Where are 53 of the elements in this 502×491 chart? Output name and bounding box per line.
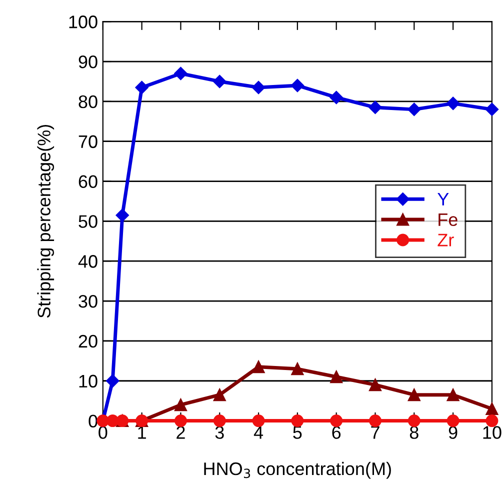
point xyxy=(290,78,304,92)
y-tick-label: 60 xyxy=(78,175,98,188)
point xyxy=(174,66,188,80)
point xyxy=(485,102,499,116)
point xyxy=(446,388,460,402)
point xyxy=(408,102,421,116)
point xyxy=(213,414,226,428)
point xyxy=(116,208,129,222)
x-tick-label: 10 xyxy=(483,426,502,439)
x-tick-label: 0 xyxy=(98,426,108,439)
y-tick-label: 30 xyxy=(78,294,98,308)
x-tick-label: 3 xyxy=(215,426,224,439)
y-axis-title: Stripping percentage(%) xyxy=(37,124,54,318)
x-tick-label: 2 xyxy=(176,426,185,439)
y-tick-label: 20 xyxy=(78,334,98,348)
point xyxy=(252,360,265,374)
y-tick-label: 70 xyxy=(78,135,98,148)
point xyxy=(330,90,343,104)
y-tick-label: 40 xyxy=(78,255,98,268)
point xyxy=(135,80,148,94)
y-tick-label: 80 xyxy=(78,95,98,108)
point xyxy=(368,100,382,114)
y-tick-label: 50 xyxy=(78,215,98,228)
point xyxy=(330,414,343,428)
x-tick-label: 9 xyxy=(448,426,458,439)
y-tick-label: 100 xyxy=(69,16,98,28)
point xyxy=(368,414,382,428)
y-tick-label: 0 xyxy=(88,414,98,428)
legend-label: Zr xyxy=(438,234,454,246)
y-tick-label: 90 xyxy=(78,55,98,68)
point xyxy=(330,370,343,384)
x-tick-label: 1 xyxy=(138,426,146,439)
point xyxy=(213,74,226,88)
point xyxy=(291,414,304,428)
x-tick-label: 4 xyxy=(254,426,264,439)
point xyxy=(106,374,120,388)
point xyxy=(408,414,420,428)
point xyxy=(486,402,498,416)
point xyxy=(174,398,187,412)
point xyxy=(291,362,304,376)
point xyxy=(368,378,382,392)
point xyxy=(408,388,420,402)
point xyxy=(446,96,460,110)
point xyxy=(174,414,187,428)
point xyxy=(252,80,266,94)
legend-label: Fe xyxy=(438,213,458,226)
point xyxy=(252,414,265,428)
y-tick-label: 10 xyxy=(79,374,98,388)
point xyxy=(446,414,460,428)
legend-label: Y xyxy=(438,193,449,206)
point xyxy=(213,388,226,402)
x-tick-label: 8 xyxy=(410,426,418,439)
x-axis-title: HNO$_{3}$ concentration(M) xyxy=(204,462,391,479)
